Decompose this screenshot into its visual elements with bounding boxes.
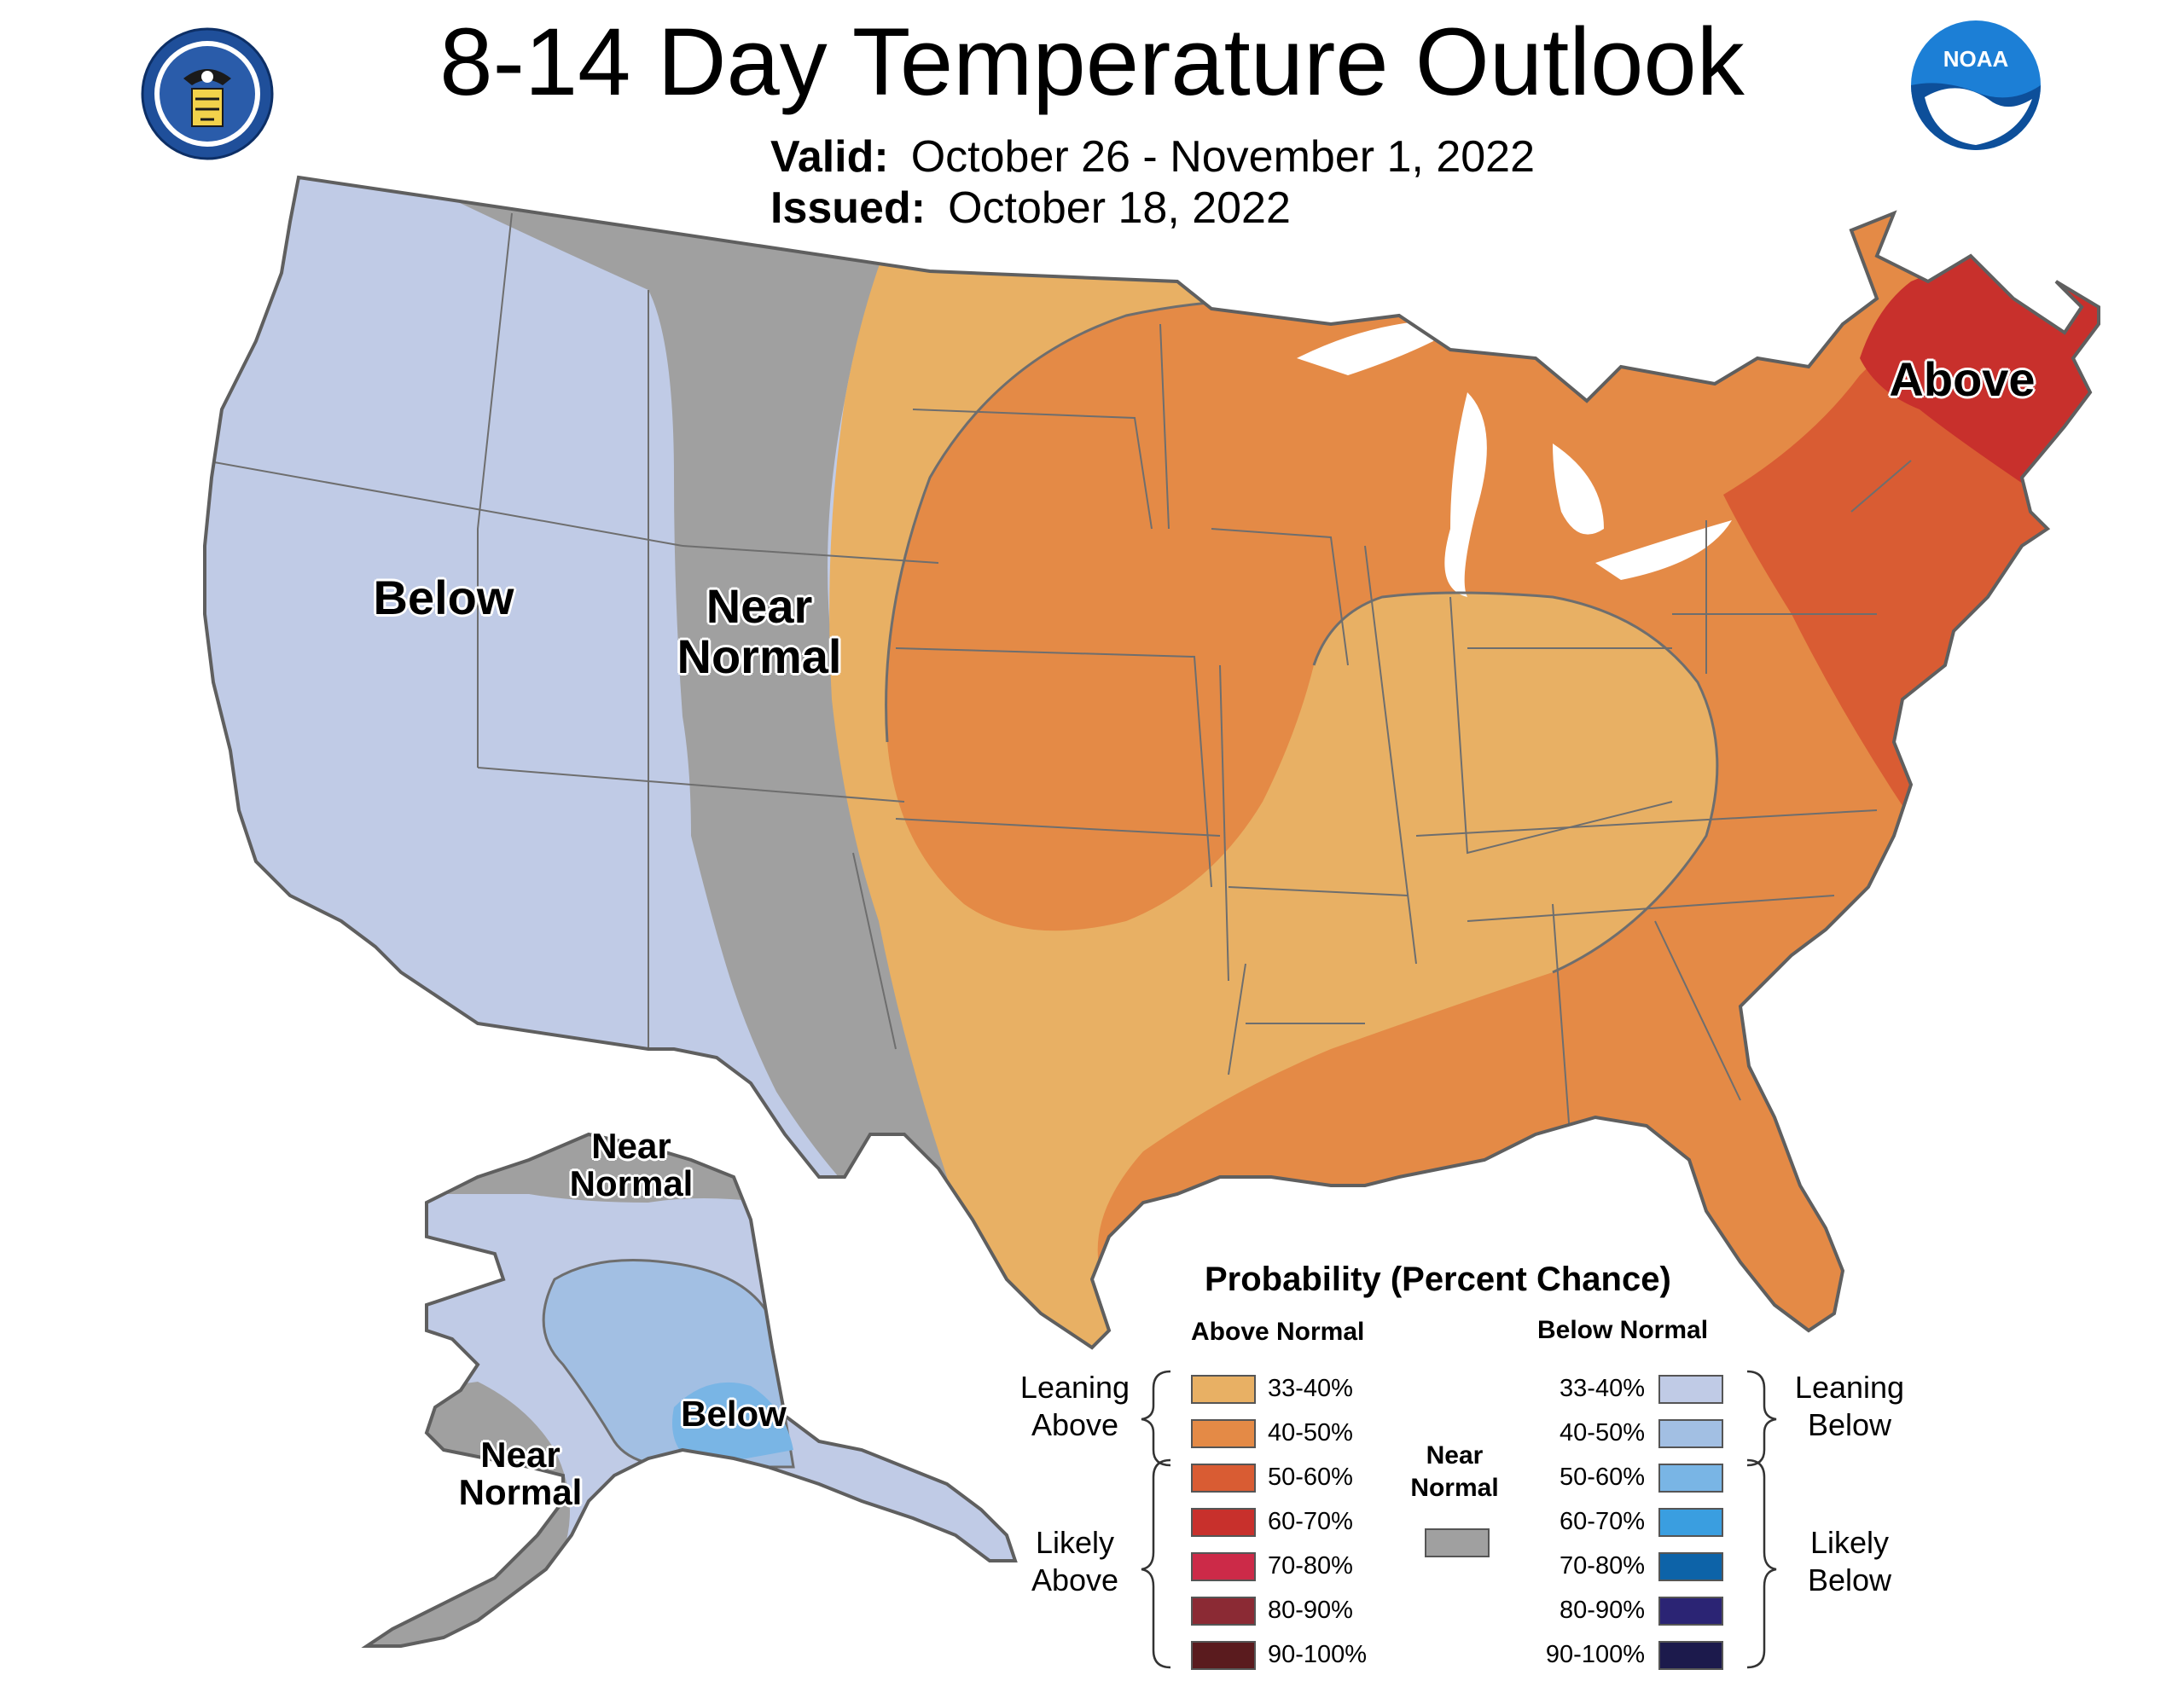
likely-word: Likely: [1035, 1525, 1115, 1560]
below-word: Below: [1807, 1562, 1892, 1597]
noaa-logo: NOAA: [1911, 20, 2041, 150]
legend-near-normal: Near Normal: [1391, 1440, 1519, 1504]
legend-above-label: 70-80%: [1268, 1552, 1353, 1580]
legend-below-label: 80-90%: [1560, 1597, 1645, 1624]
legend-below-swatch: [1658, 1508, 1723, 1537]
near-word: Near: [1426, 1441, 1484, 1470]
legend-above-swatch: [1191, 1375, 1256, 1404]
issued-value: October 18, 2022: [948, 183, 1291, 233]
issued-label: Issued:: [770, 183, 926, 233]
legend-below-swatch: [1658, 1419, 1723, 1448]
legend-below-label: 60-70%: [1560, 1508, 1645, 1535]
lake-superior: [1297, 322, 1438, 375]
alaska-outline: [361, 1132, 1018, 1648]
label-normal: Normal: [677, 629, 842, 683]
above-word: Above: [1031, 1407, 1119, 1442]
legend-below-swatch: [1658, 1464, 1723, 1493]
legend-below-swatch: [1658, 1597, 1723, 1626]
below-word: Below: [1807, 1407, 1892, 1442]
state-borders: [205, 212, 1912, 1135]
lake-huron: [1553, 443, 1604, 535]
label-normal: Normal: [458, 1472, 583, 1513]
legend-leaning-below: Leaning Below: [1781, 1369, 1918, 1444]
legend-leaning-above: Leaning Above: [1007, 1369, 1143, 1444]
leaning-word: Leaning: [1019, 1370, 1130, 1405]
legend-above-swatch: [1191, 1419, 1256, 1448]
legend-likely-below: Likely Below: [1781, 1524, 1918, 1599]
label-near-normal-plains: Near Normal: [648, 579, 870, 683]
above-60-area: [1860, 177, 2099, 597]
legend-above-label: 50-60%: [1268, 1464, 1353, 1491]
lake-erie: [1595, 520, 1732, 580]
label-normal: Normal: [569, 1163, 694, 1204]
legend-above-swatch: [1191, 1508, 1256, 1537]
legend-above-label: 33-40%: [1268, 1375, 1353, 1402]
legend-below-swatch: [1658, 1552, 1723, 1581]
valid-dates: Valid: October 26 - November 1, 2022: [770, 130, 1535, 184]
legend-above-label: 80-90%: [1268, 1597, 1353, 1624]
legend-above-swatch: [1191, 1597, 1256, 1626]
label-near: Near: [706, 579, 813, 633]
legend-above-swatch: [1191, 1552, 1256, 1581]
legend-near-normal-swatch: [1425, 1528, 1490, 1557]
commerce-seal-logo: [141, 27, 274, 160]
legend-below-swatch: [1658, 1641, 1723, 1670]
valid-label: Valid:: [770, 132, 889, 182]
legend-likely-above: Likely Above: [1007, 1524, 1143, 1599]
lake-michigan: [1444, 392, 1487, 597]
legend-below-label: 40-50%: [1560, 1419, 1645, 1446]
label-below-west: Below: [373, 571, 514, 624]
label-ak-near-normal-north: Near Normal: [546, 1126, 717, 1204]
normal-word: Normal: [1410, 1474, 1499, 1502]
page-title: 8-14 Day Temperature Outlook: [439, 9, 1745, 115]
svg-text:NOAA: NOAA: [1943, 46, 2009, 72]
ak-below-50: [672, 1382, 793, 1467]
label-near: Near: [591, 1126, 671, 1166]
legend-below-header: Below Normal: [1537, 1316, 1709, 1344]
likely-word: Likely: [1809, 1525, 1890, 1560]
near-normal-area: [358, 177, 1015, 1211]
legend-above-swatch: [1191, 1464, 1256, 1493]
legend-above-swatch: [1191, 1641, 1256, 1670]
above-word: Above: [1031, 1562, 1119, 1597]
legend-above-label: 90-100%: [1268, 1641, 1368, 1668]
label-ak-near-normal-south: Near Normal: [435, 1435, 606, 1513]
conus-outline: [203, 175, 2100, 1350]
legend-below-label: 33-40%: [1560, 1375, 1645, 1402]
legend-above-label: 40-50%: [1268, 1419, 1353, 1446]
legend-below-label: 70-80%: [1560, 1552, 1645, 1580]
legend-below-swatch: [1658, 1375, 1723, 1404]
legend-above-header: Above Normal: [1191, 1318, 1365, 1346]
leaning-word: Leaning: [1794, 1370, 1905, 1405]
legend-above-label: 60-70%: [1268, 1508, 1353, 1535]
issued-date: Issued: October 18, 2022: [770, 181, 1291, 235]
legend-below-label: 90-100%: [1545, 1641, 1645, 1668]
legend-title: Probability (Percent Chance): [1205, 1261, 1671, 1298]
label-ak-below: Below: [681, 1394, 787, 1434]
label-above-ne: Above: [1889, 352, 2036, 406]
valid-value: October 26 - November 1, 2022: [910, 132, 1535, 182]
label-near: Near: [480, 1435, 561, 1475]
ak-near-normal-north: [427, 1134, 768, 1203]
legend-below-label: 50-60%: [1560, 1464, 1645, 1491]
